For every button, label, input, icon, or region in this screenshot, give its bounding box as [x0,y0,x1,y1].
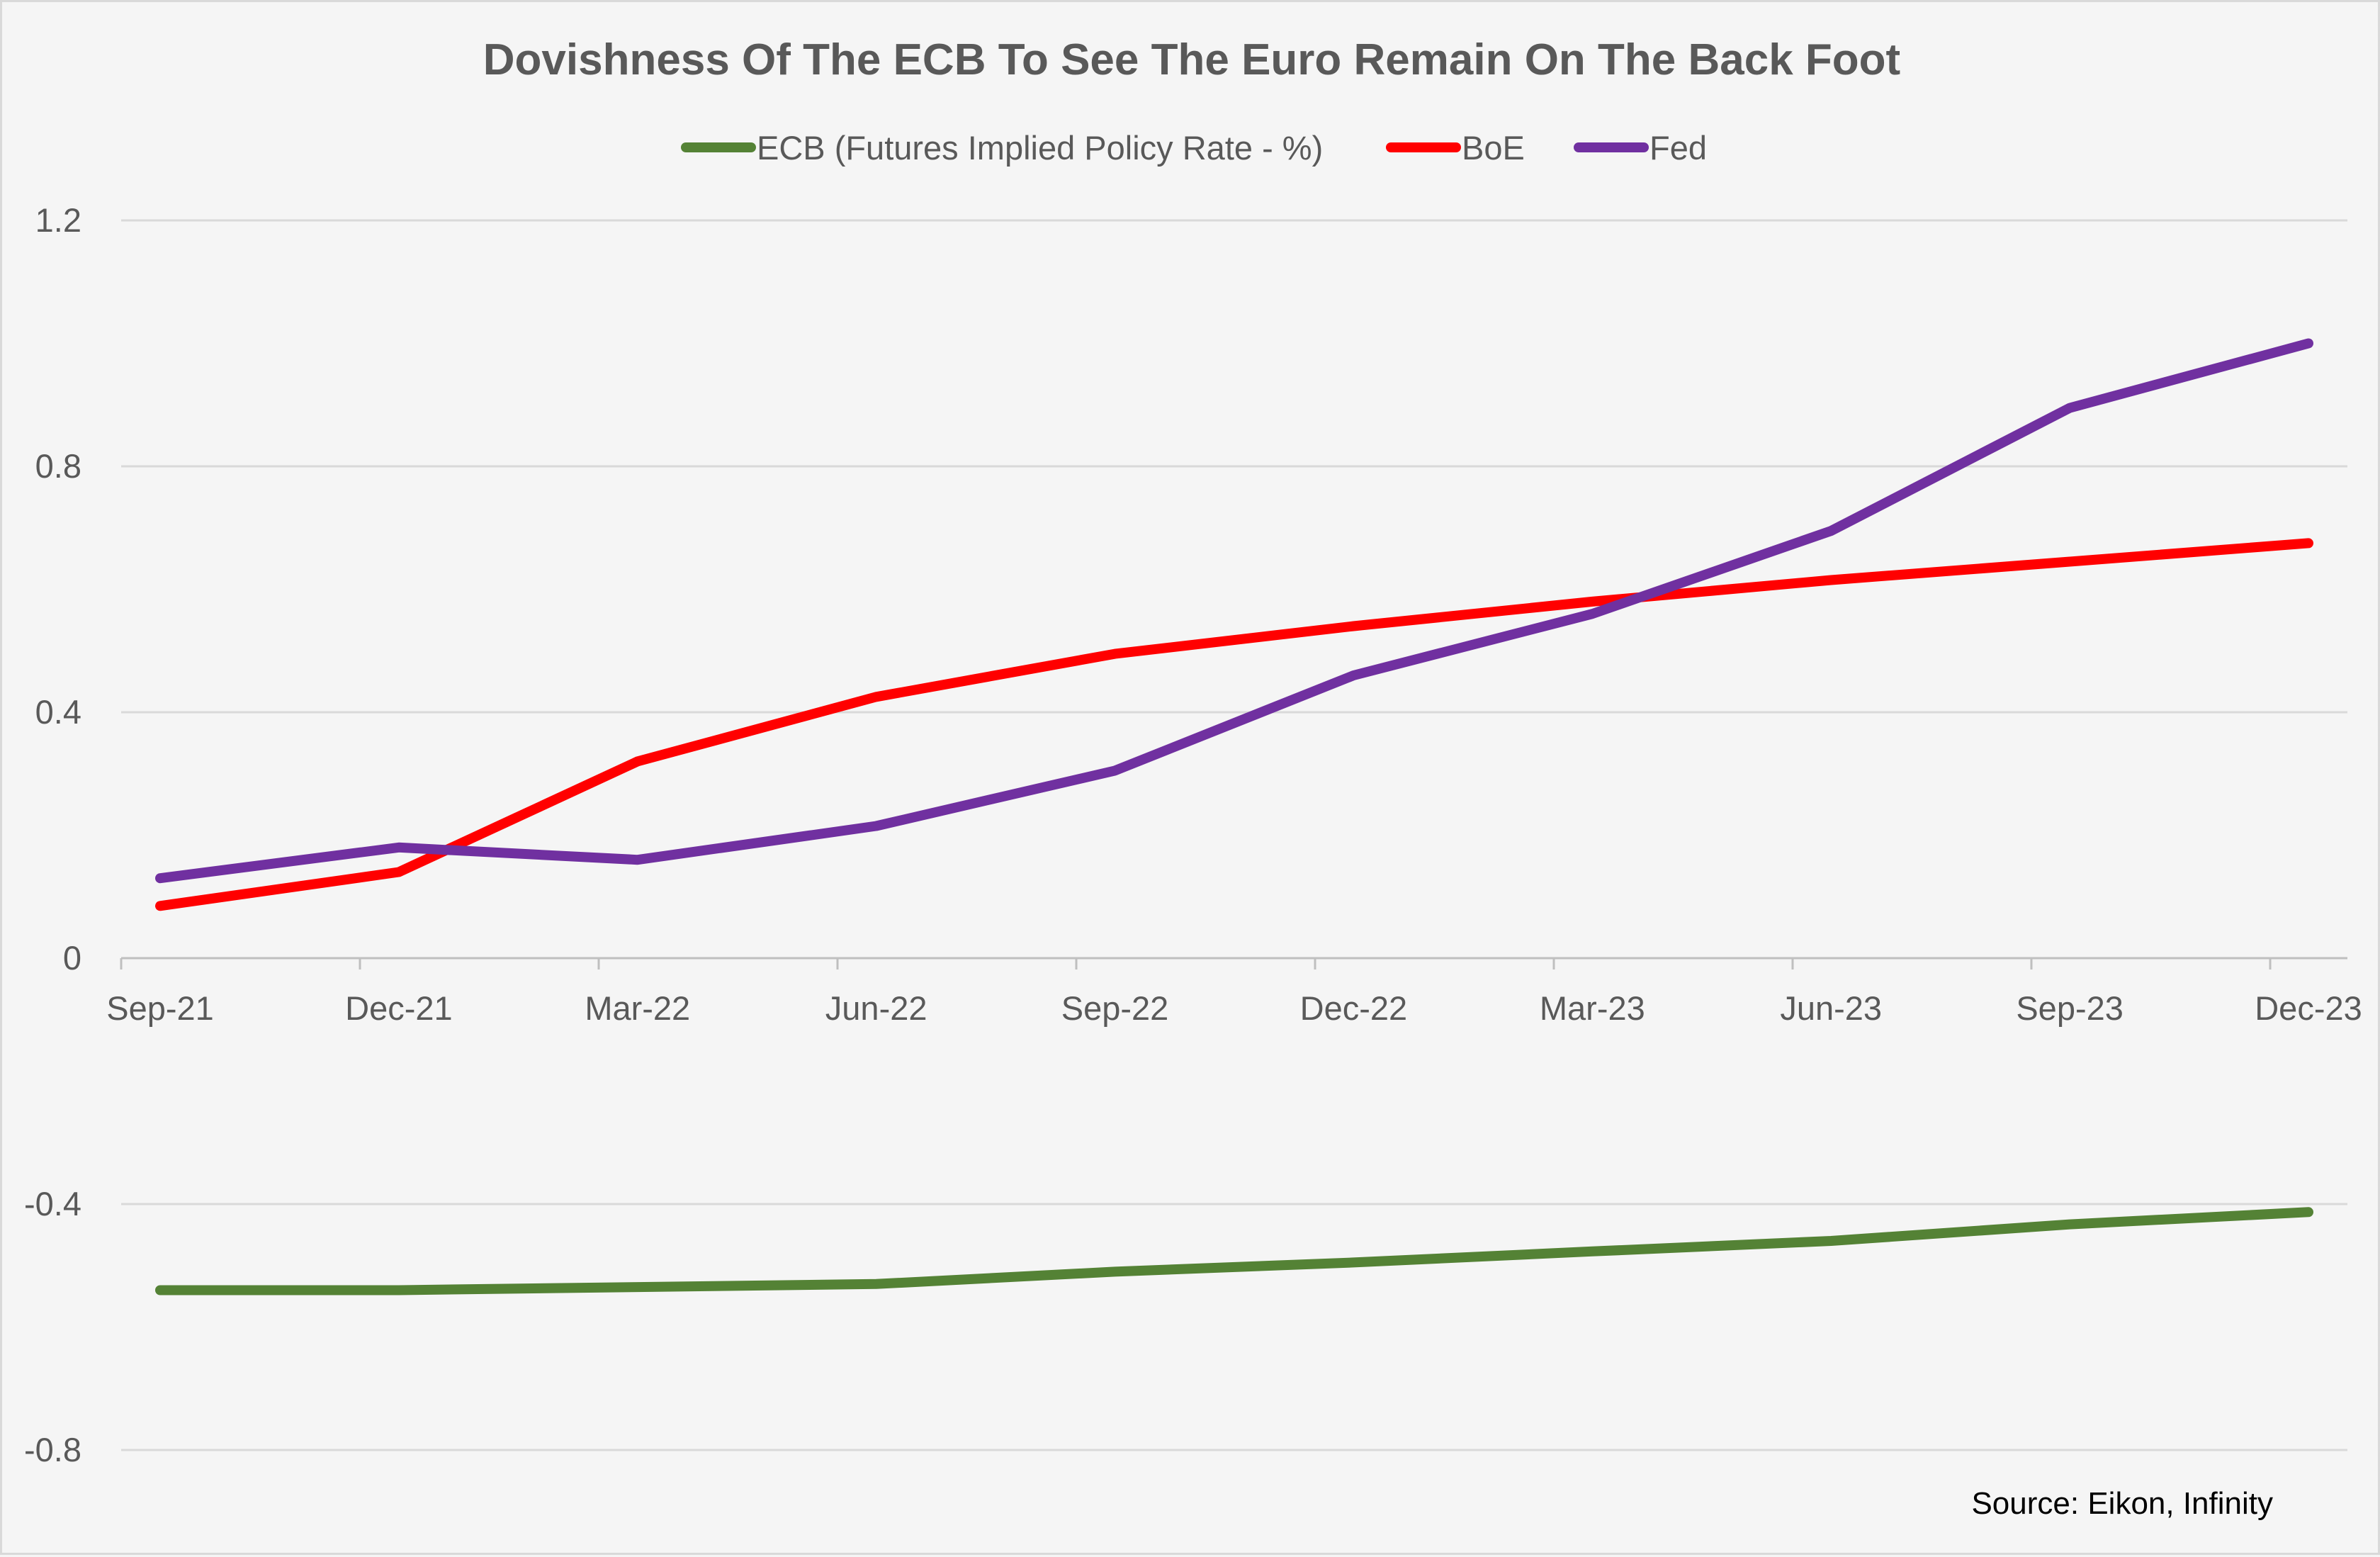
y-tick-label: 0 [63,939,81,977]
x-tick-label: Jun-23 [1780,989,1882,1027]
gridlines [121,219,2347,1451]
x-tick-label: Dec-22 [1300,989,1408,1027]
x-tick-label: Jun-22 [825,989,927,1027]
chart-title: Dovishness Of The ECB To See The Euro Re… [483,35,1900,84]
y-tick-label: -0.4 [24,1185,81,1222]
y-tick-label: -0.8 [24,1431,81,1468]
y-tick-label: 0.4 [35,693,81,731]
legend: ECB (Futures Implied Policy Rate - %) BoE… [681,129,1707,167]
x-tick-label: Mar-22 [585,989,690,1027]
y-tick-label: 1.2 [35,201,81,239]
series-line-ecb [155,1207,2313,1295]
y-axis-ticks: 1.2 0.8 0.4 0 -0.4 -0.8 [24,201,81,1468]
x-tick-label: Sep-22 [1061,989,1169,1027]
series-lines [155,338,2313,1295]
x-tick-label: Dec-23 [2255,989,2362,1027]
series-line-boe [155,538,2313,911]
legend-label: BoE [1462,129,1525,167]
y-tick-label: 0.8 [35,447,81,485]
legend-item: ECB (Futures Implied Policy Rate - %) [681,129,1323,167]
series-line-fed [155,338,2313,884]
legend-label: ECB (Futures Implied Policy Rate - %) [757,129,1323,167]
x-tick-label: Sep-23 [2016,989,2124,1027]
source-note: Source: Eikon, Infinity [1971,1486,2273,1521]
legend-item: Fed [1574,129,1707,167]
legend-label: Fed [1649,129,1707,167]
x-axis: Sep-21 Dec-21 Mar-22 Jun-22 Sep-22 Dec-22 Mar-… [106,957,2362,1027]
x-tick-label: Dec-21 [345,989,453,1027]
legend-item: BoE [1386,129,1525,167]
x-tick-label: Mar-23 [1540,989,1645,1027]
x-tick-label: Sep-21 [106,989,214,1027]
